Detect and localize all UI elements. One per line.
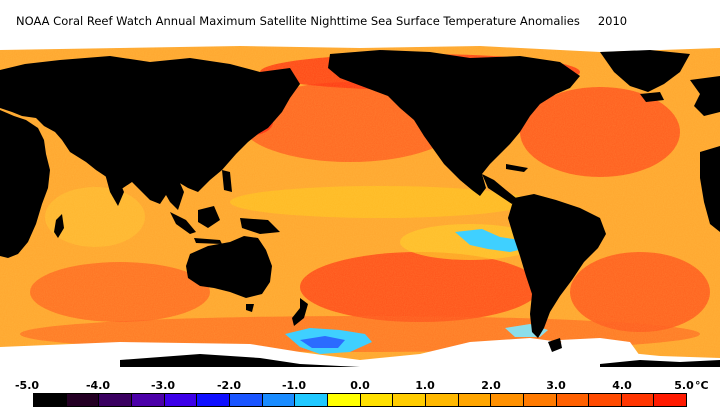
weddell-sea-ice [560,338,640,360]
antarctic-peninsula [548,338,562,352]
title-year: 2010 [597,14,628,28]
title-text: NOAA Coral Reef Watch Annual Maximum Sat… [16,14,580,28]
legend-tick: -5.0 [14,379,40,392]
legend-tick: -4.0 [85,379,111,392]
legend-swatch [556,394,590,406]
north-america-landmass [328,50,580,196]
tasmania [246,304,254,312]
world-map-svg [0,42,720,367]
europe-west [690,76,720,116]
legend-tick: 2.0 [481,379,501,392]
legend-tick: 4.0 [612,379,632,392]
legend-swatch [66,394,100,406]
legend-swatch [34,394,67,406]
legend-swatch [327,394,361,406]
legend-swatch [458,394,492,406]
legend-swatch [262,394,296,406]
japan [236,104,256,140]
legend-tick: -1.0 [281,379,307,392]
legend-swatch [523,394,557,406]
arctic-sea-ice [0,42,720,52]
new-guinea [240,218,280,234]
legend-swatch [491,394,524,406]
australia-landmass [186,236,272,298]
eurasia-landmass [0,56,300,204]
legend-tick: -2.0 [216,379,242,392]
legend-swatch [360,394,394,406]
sst-anomaly-map [0,42,720,367]
sumatra [170,212,196,234]
legend-swatch [197,394,230,406]
legend-swatch [654,394,687,406]
new-zealand [292,298,308,326]
legend-tick: 1.0 [415,379,435,392]
java [194,238,222,244]
legend-swatch [393,394,426,406]
greenland [600,50,690,92]
iceland [640,92,664,102]
map-title: NOAA Coral Reef Watch Annual Maximum Sat… [0,0,720,42]
legend-swatch [99,394,132,406]
borneo [198,206,220,228]
legend-unit: °C [695,379,709,392]
legend-tick: -3.0 [150,379,176,392]
legend-colorbar [33,393,687,407]
india-peninsula [104,170,124,206]
legend-tick: 0.0 [350,379,370,392]
central-america [482,174,516,204]
legend-swatch [164,394,198,406]
legend-tick: 5.0 [674,379,694,392]
legend-tick: 3.0 [546,379,566,392]
indochina [160,172,184,210]
legend-swatch [229,394,263,406]
antarctica-east [600,360,720,367]
legend-swatch [131,394,165,406]
philippines [222,170,232,192]
madagascar [54,214,64,238]
africa-west-edge [700,146,720,232]
legend-swatch [589,394,622,406]
south-pacific-cold-patch [455,229,528,252]
africa-landmass [0,110,50,258]
cuba [506,164,528,172]
ross-sea-colder-patch [300,336,345,348]
legend-swatch [295,394,328,406]
land-masses [0,50,720,367]
legend-swatch [621,394,655,406]
south-america-landmass [508,194,606,338]
legend-swatch [425,394,459,406]
antarctica-landmass [120,354,360,367]
